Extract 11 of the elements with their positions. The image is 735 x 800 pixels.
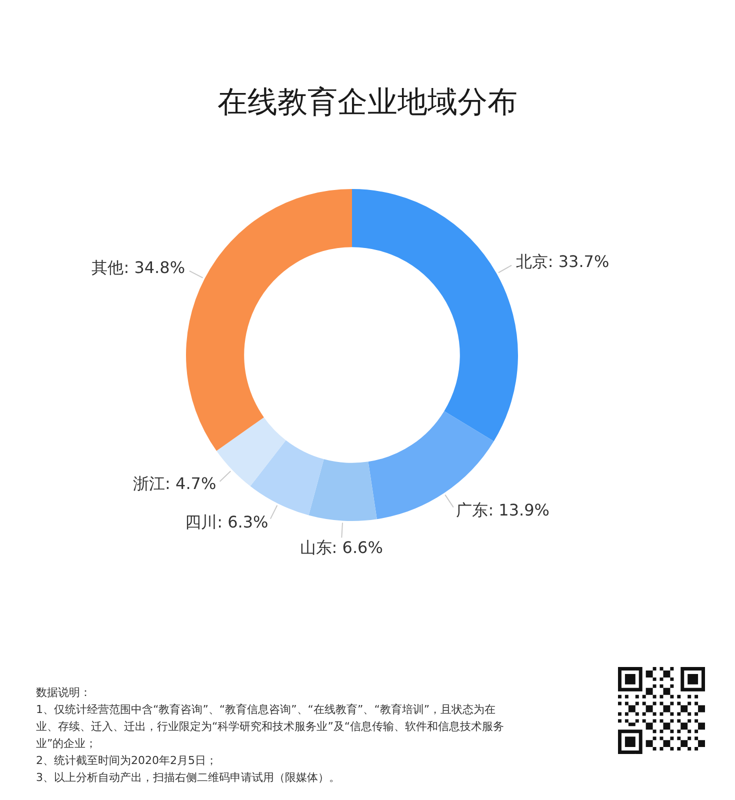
slice-label: 山东: 6.6% — [300, 538, 383, 557]
text: 1、仅统计经营范围中含“教育咨询”、“教育信息咨询”、“在线教育”、“教育培训”，且状态为在业、存续、迁入、迁出，行业限定为“科学研究和技术服务业”及“信息传输、软件和信息技术服务业”的企业； — [36, 702, 506, 752]
chart-title: 在线教育企业地域分布 — [216, 84, 518, 122]
text: 数据说明： — [36, 685, 92, 701]
slice-label: 北京: 33.7% — [516, 252, 610, 272]
slice-label: 浙江: 4.7% — [133, 474, 216, 494]
slice-label: 其他: 34.8% — [92, 258, 186, 277]
slice-label: 广东: 13.9% — [456, 500, 550, 520]
slice-label: 四川: 6.3% — [185, 512, 268, 532]
text: 3、以上分析自动产出，扫描右侧二维码申请试用（限媒体）。 — [36, 770, 341, 786]
text: 2、统计截至时间为2020年2月5日； — [36, 753, 218, 769]
